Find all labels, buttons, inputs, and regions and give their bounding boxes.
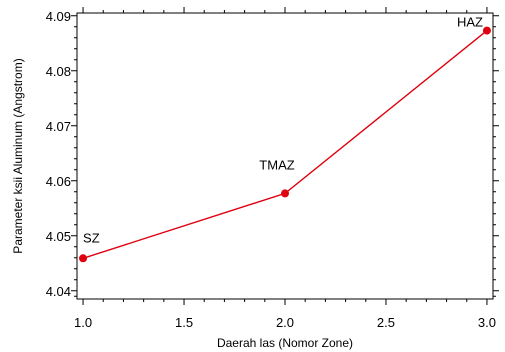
- y-tick-label: 4.06: [46, 174, 71, 189]
- series-layer: SZ TMAZ HAZ: [79, 15, 491, 263]
- y-axis-ticks: 4.04 4.05 4.06 4.07 4.08 4.09: [46, 9, 499, 299]
- point-label: SZ: [83, 230, 100, 245]
- x-tick-label: 2.5: [377, 315, 395, 330]
- data-point: [281, 189, 289, 198]
- data-point: [79, 254, 88, 263]
- plot-area: [76, 12, 494, 300]
- y-tick-label: 4.08: [46, 64, 71, 79]
- x-axis-title: Daerah las (Nomor Zone): [217, 336, 353, 350]
- y-tick-label: 4.04: [46, 284, 71, 299]
- x-axis-ticks: 1.0 1.5 2.0 2.5 3.0: [74, 7, 496, 330]
- y-axis-title: Parameter ksii Aluminum (Angstrom): [11, 58, 25, 253]
- x-tick-label: 1.5: [175, 315, 193, 330]
- y-tick-label: 4.07: [46, 119, 71, 134]
- data-point: [482, 26, 491, 35]
- x-tick-label: 2.0: [276, 315, 294, 330]
- point-label: TMAZ: [259, 157, 294, 172]
- x-tick-label: 1.0: [74, 315, 92, 330]
- x-tick-label: 3.0: [478, 315, 496, 330]
- y-tick-label: 4.09: [46, 9, 71, 24]
- y-tick-label: 4.05: [46, 229, 71, 244]
- point-label: HAZ: [457, 15, 483, 30]
